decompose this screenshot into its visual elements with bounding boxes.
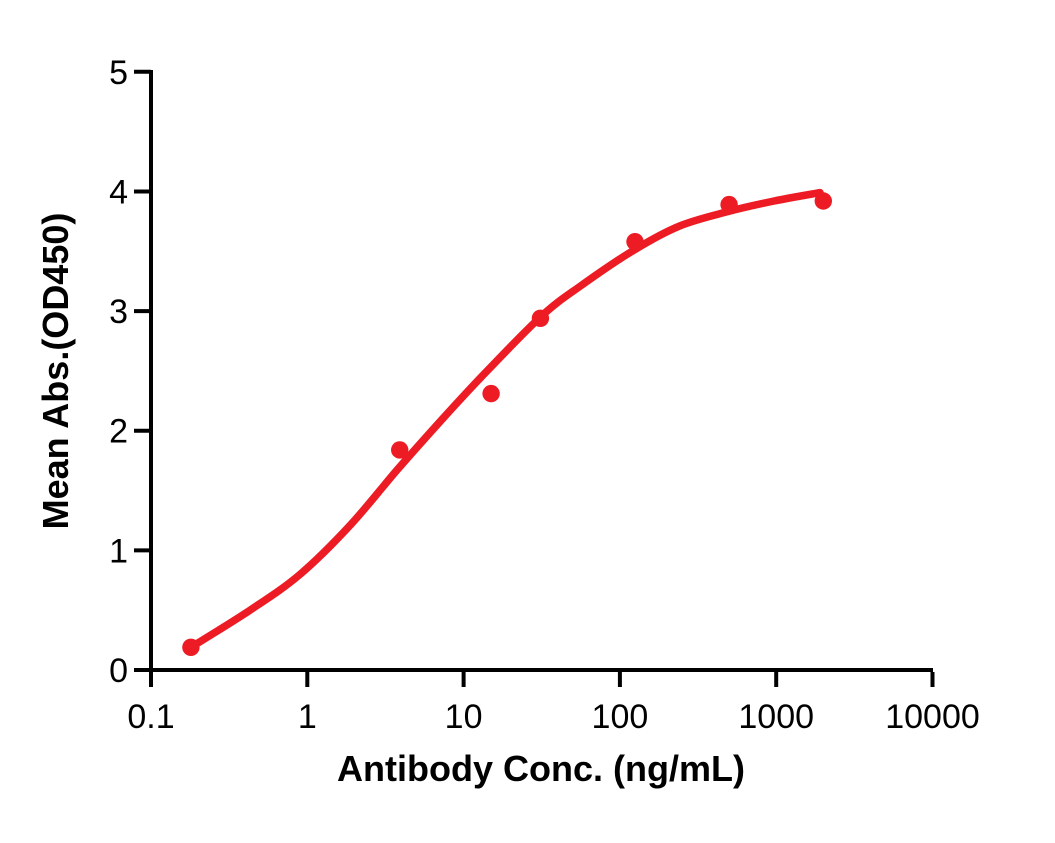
data-point [531, 309, 550, 327]
fit-curve [187, 188, 824, 652]
y-tick-label: 3 [109, 293, 128, 331]
data-point [814, 192, 832, 210]
x-tick-label: 100 [592, 698, 649, 736]
x-tick-label: 10000 [885, 698, 980, 736]
data-point [182, 638, 200, 656]
plot-area: 0.1 1 10 100 1000 10000 0 1 2 3 4 5 [109, 54, 980, 736]
x-axis-title: Antibody Conc. (ng/mL) [337, 748, 745, 789]
x-tick-label: 10 [445, 698, 483, 736]
y-tick-label: 2 [109, 413, 128, 451]
data-point [482, 384, 500, 403]
x-tick-label: 1 [298, 698, 317, 736]
x-tick-label: 1000 [738, 698, 814, 736]
y-axis-title: Mean Abs.(OD450) [35, 213, 76, 530]
y-tick-label: 0 [109, 652, 128, 690]
y-tick-label: 4 [109, 173, 128, 211]
data-point [391, 441, 409, 459]
y-tick-label: 5 [109, 54, 128, 92]
x-tick-label: 0.1 [127, 698, 174, 736]
y-tick-label: 1 [109, 532, 128, 570]
data-point [720, 195, 738, 214]
data-point [626, 233, 644, 251]
